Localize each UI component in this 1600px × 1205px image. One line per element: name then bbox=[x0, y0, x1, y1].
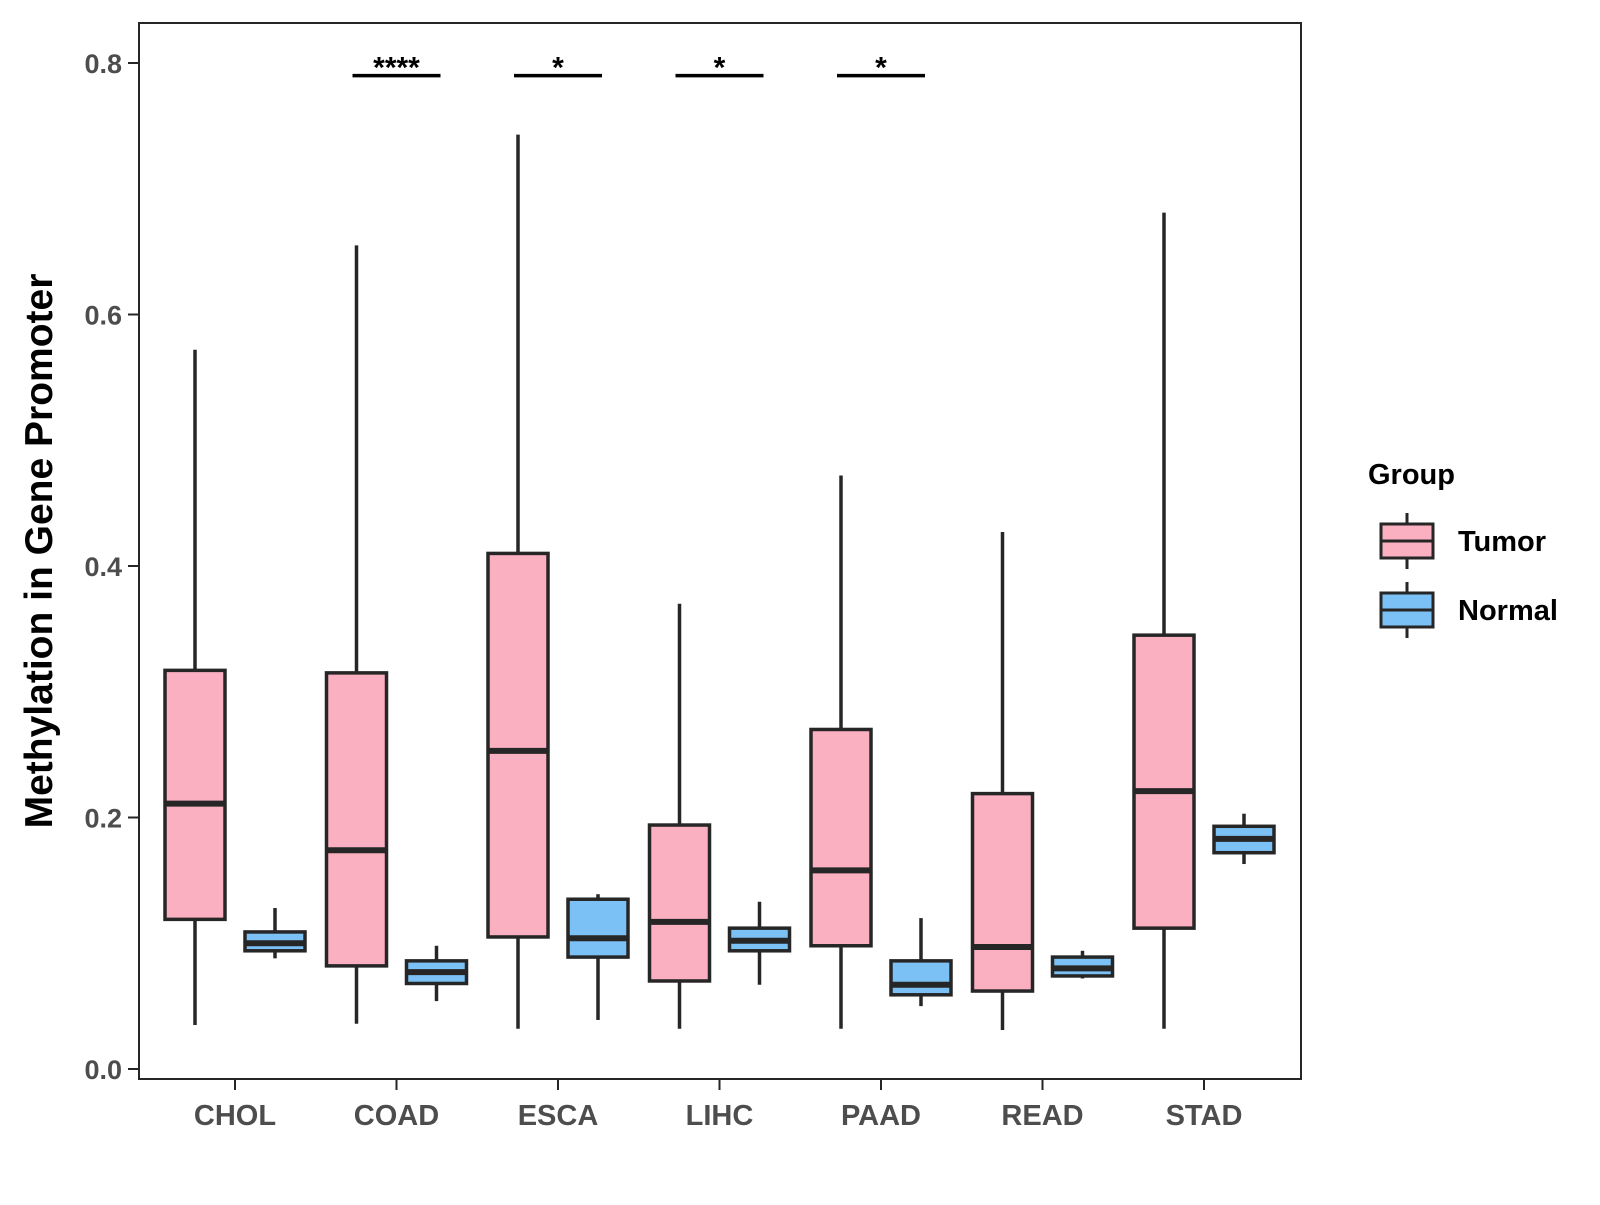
legend-item-normal: Normal bbox=[1379, 582, 1558, 638]
y-tick-label: 0.6 bbox=[84, 301, 122, 331]
x-tick-label: STAD bbox=[1166, 1100, 1243, 1132]
box-tumor-read bbox=[970, 532, 1035, 1031]
legend-label: Normal bbox=[1458, 595, 1558, 627]
box-tumor-lihc bbox=[647, 603, 712, 1029]
box-body bbox=[566, 897, 630, 959]
box-body bbox=[970, 791, 1035, 993]
box-body bbox=[486, 551, 550, 939]
x-tick-label: ESCA bbox=[518, 1100, 599, 1132]
legend-title: Group bbox=[1368, 459, 1455, 491]
box-normal-stad bbox=[1212, 813, 1276, 865]
significance-layer: **** * * * bbox=[352, 52, 925, 85]
y-tick-label: 0.2 bbox=[84, 804, 122, 834]
significance-lihc: * bbox=[675, 52, 764, 85]
legend: Group Tumor Normal bbox=[1368, 459, 1558, 638]
x-tick-label: CHOL bbox=[194, 1100, 276, 1132]
significance-label: * bbox=[875, 52, 887, 85]
box-normal-esca bbox=[566, 894, 630, 1020]
box-tumor-coad bbox=[324, 245, 389, 1024]
box-normal-coad bbox=[404, 945, 469, 1002]
box-body bbox=[1132, 633, 1196, 930]
box-tumor-stad bbox=[1132, 212, 1196, 1029]
box-body bbox=[324, 671, 389, 968]
box-normal-read bbox=[1050, 950, 1115, 979]
x-tick-label: COAD bbox=[354, 1100, 439, 1132]
significance-coad: **** bbox=[352, 52, 441, 85]
box-normal-paad bbox=[889, 918, 953, 1007]
plot-panel bbox=[138, 22, 1302, 1080]
y-tick-label: 0.0 bbox=[84, 1055, 122, 1085]
box-normal-lihc bbox=[727, 901, 792, 985]
y-axis-title: Methylation in Gene Promoter bbox=[18, 274, 61, 829]
significance-paad: * bbox=[837, 52, 925, 85]
y-axis: 0.0 0.2 0.4 0.6 0.8 bbox=[84, 49, 139, 1085]
box-tumor-paad bbox=[809, 475, 873, 1029]
legend-label: Tumor bbox=[1458, 526, 1546, 558]
box-body bbox=[647, 823, 712, 983]
box-tumor-esca bbox=[486, 134, 550, 1029]
x-tick-label: LIHC bbox=[686, 1100, 754, 1132]
box-body bbox=[163, 668, 227, 922]
significance-label: **** bbox=[373, 52, 420, 85]
box-body bbox=[809, 727, 873, 948]
x-tick-label: PAAD bbox=[841, 1100, 921, 1132]
box-layer bbox=[163, 134, 1276, 1031]
significance-label: * bbox=[552, 52, 564, 85]
box-tumor-chol bbox=[163, 349, 227, 1025]
legend-item-tumor: Tumor bbox=[1379, 513, 1546, 569]
x-axis: CHOL COAD ESCA LIHC PAAD READ STAD bbox=[194, 1079, 1242, 1132]
significance-esca: * bbox=[514, 52, 602, 85]
y-tick-label: 0.8 bbox=[84, 49, 122, 79]
significance-label: * bbox=[714, 52, 726, 85]
y-tick-label: 0.4 bbox=[84, 552, 122, 582]
box-body bbox=[889, 959, 953, 997]
box-normal-chol bbox=[243, 908, 307, 959]
x-tick-label: READ bbox=[1001, 1100, 1083, 1132]
